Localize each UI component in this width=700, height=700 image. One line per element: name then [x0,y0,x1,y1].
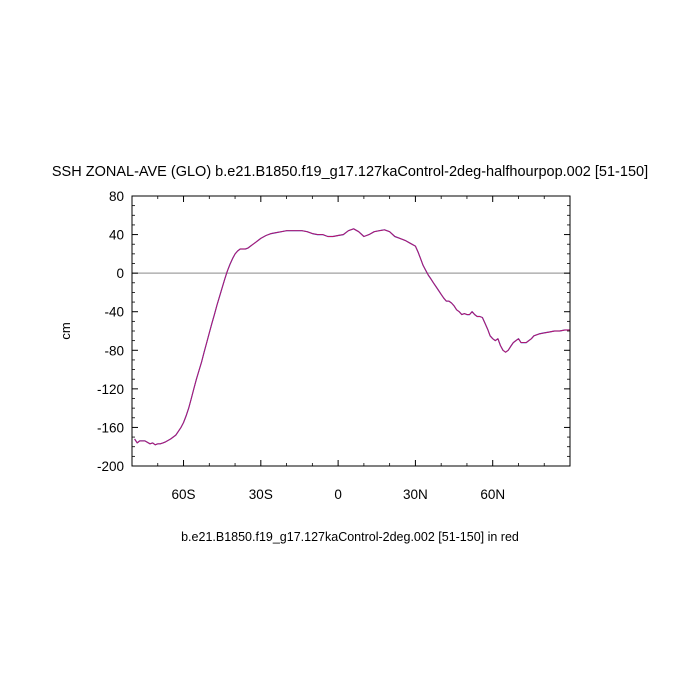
chart-title: SSH ZONAL-AVE (GLO) b.e21.B1850.f19_g17.… [52,164,648,180]
y-axis-label: cm [58,322,73,339]
y-tick-label: 80 [109,189,124,204]
x-tick-label: 60N [480,487,505,502]
x-axis-label: b.e21.B1850.f19_g17.127kaControl-2deg.00… [181,530,519,544]
x-tick-label: 30S [249,487,273,502]
plot-frame [131,195,571,467]
y-tick-label: -40 [104,305,124,320]
x-tick-label: 0 [334,487,342,502]
y-tick-label: -120 [97,382,124,397]
y-tick-label: 40 [109,228,124,243]
y-tick-label: -200 [97,459,124,474]
series-line-2 [134,228,570,446]
y-tick-label: 0 [116,266,124,281]
x-tick-label: 30N [403,487,428,502]
plot-area: 80 40 0 -40 -80 -120 -160 -200 60S 30S 0 30N 60N [97,189,571,502]
x-tick-label: 60S [172,487,196,502]
y-tick-label: -80 [104,343,124,358]
series-line-1 [134,228,570,446]
y-tick-label: -160 [97,420,124,435]
